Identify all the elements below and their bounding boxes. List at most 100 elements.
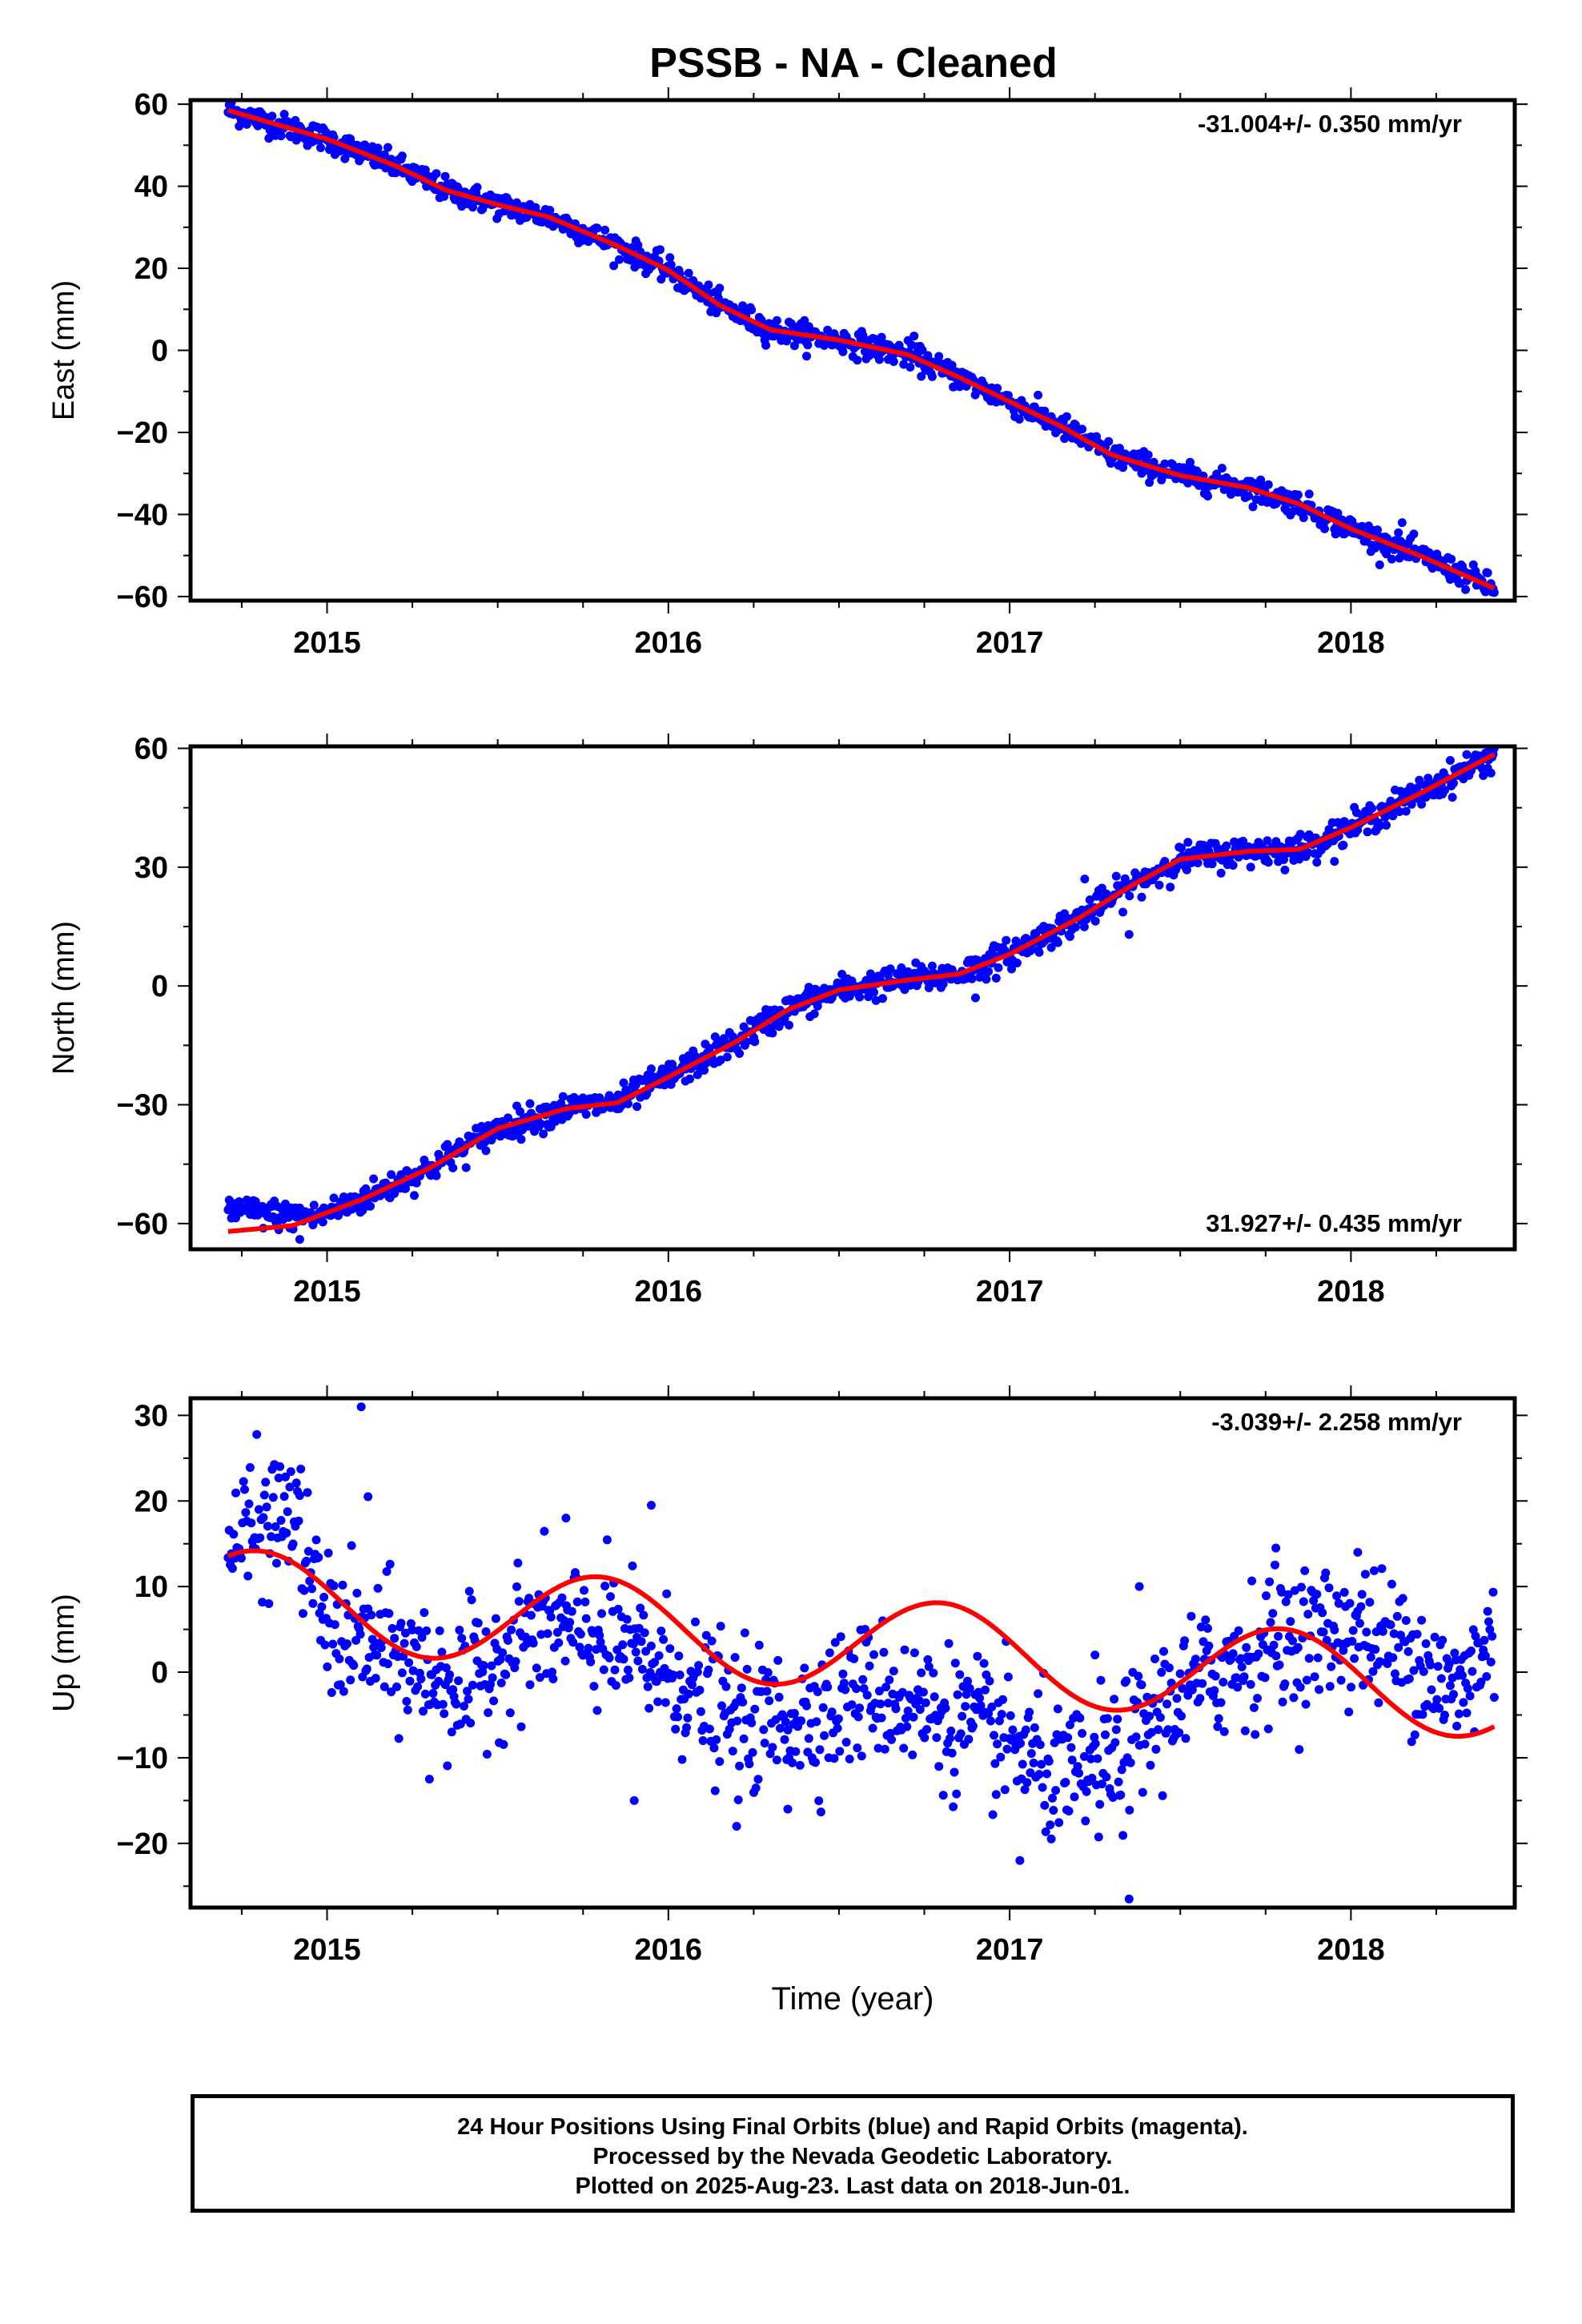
data-point [1217, 464, 1227, 473]
data-point [1140, 1739, 1150, 1749]
data-point [1160, 857, 1170, 866]
data-point [988, 1810, 998, 1819]
data-point [1117, 1765, 1126, 1775]
data-point [402, 1697, 412, 1706]
data-point [632, 1102, 642, 1112]
data-point [1239, 836, 1248, 846]
data-point [881, 1683, 891, 1692]
data-point [1081, 1816, 1090, 1826]
data-point [1484, 1617, 1493, 1626]
data-point [268, 1493, 278, 1502]
data-point [889, 357, 898, 366]
y-tick-label: 30 [135, 1399, 168, 1433]
data-point [1454, 1709, 1464, 1719]
data-point [701, 1630, 711, 1640]
data-point [622, 1614, 632, 1624]
data-point [1295, 1683, 1305, 1692]
data-point [1331, 529, 1340, 539]
data-point [715, 283, 725, 293]
rate-label: -3.039+/- 2.258 mm/yr [1211, 1408, 1462, 1436]
data-point-outlier [315, 124, 325, 134]
data-point [923, 1655, 933, 1664]
data-point [820, 1731, 829, 1740]
data-point [1280, 865, 1290, 875]
data-point [1131, 1732, 1141, 1742]
data-point [1280, 1679, 1290, 1689]
data-point [1187, 1685, 1197, 1695]
data-point [610, 1665, 620, 1675]
data-point [361, 1184, 371, 1193]
data-point [742, 1664, 752, 1674]
data-point [921, 1698, 930, 1707]
data-point [849, 1654, 859, 1663]
data-point [1251, 1730, 1260, 1739]
rate-label: 31.927+/- 0.435 mm/yr [1206, 1209, 1462, 1237]
data-point [507, 1625, 516, 1634]
data-point [1386, 796, 1395, 806]
y-tick-label: 0 [151, 970, 168, 1003]
data-point [1274, 1631, 1283, 1641]
data-point [514, 1597, 524, 1606]
data-point [812, 1717, 821, 1727]
data-point [869, 987, 878, 997]
data-point [1263, 480, 1273, 489]
data-point [339, 1687, 348, 1696]
data-point [964, 1735, 974, 1744]
data-point [858, 1675, 868, 1684]
data-point [1430, 1632, 1439, 1642]
data-point [646, 1641, 656, 1651]
data-point [833, 1714, 843, 1723]
data-point [715, 1757, 725, 1767]
data-point [525, 1680, 535, 1690]
data-point [1347, 1637, 1357, 1646]
data-point [385, 1559, 395, 1569]
data-point-outlier [1090, 1651, 1100, 1660]
data-point [1410, 1730, 1419, 1739]
data-point [950, 1659, 960, 1668]
data-point [885, 964, 895, 974]
data-point [1322, 1635, 1331, 1645]
data-point [765, 1696, 774, 1706]
data-point [1449, 778, 1458, 788]
data-point [1435, 1703, 1444, 1713]
y-tick-label: −60 [117, 581, 168, 614]
data-point [750, 1704, 760, 1714]
data-point [1489, 588, 1499, 597]
y-tick-label: −30 [117, 1089, 168, 1123]
data-point [685, 1074, 695, 1084]
data-point [1333, 509, 1343, 518]
y-tick-label: 60 [135, 88, 168, 122]
data-point [303, 1546, 313, 1556]
data-point [1203, 492, 1212, 501]
data-point [499, 1739, 508, 1749]
data-point [909, 1648, 919, 1658]
data-point [1247, 1576, 1257, 1586]
data-point [231, 1488, 240, 1498]
data-point [873, 1743, 883, 1753]
data-point [883, 1699, 893, 1708]
data-point [975, 1693, 985, 1703]
data-point [753, 1775, 763, 1784]
data-point [412, 1642, 421, 1651]
data-point [308, 1598, 318, 1608]
data-point [1064, 1807, 1074, 1815]
plot-frame [188, 1396, 1517, 1910]
data-point [917, 372, 926, 381]
data-point [1327, 1662, 1336, 1671]
data-point [296, 1464, 306, 1474]
data-point [285, 1482, 295, 1492]
data-point [1029, 1759, 1038, 1767]
data-point [600, 225, 610, 235]
data-point-outlier [561, 1514, 571, 1523]
data-point [853, 1743, 862, 1753]
data-point [441, 1663, 451, 1673]
data-point [1355, 1618, 1364, 1628]
data-point [1154, 1725, 1163, 1735]
data-point [1301, 1699, 1311, 1709]
data-point [330, 1620, 339, 1630]
data-point [791, 1747, 801, 1756]
data-point [1263, 1724, 1273, 1734]
data-point [1016, 1739, 1026, 1748]
data-point [1295, 1745, 1304, 1755]
data-point [717, 1701, 726, 1711]
